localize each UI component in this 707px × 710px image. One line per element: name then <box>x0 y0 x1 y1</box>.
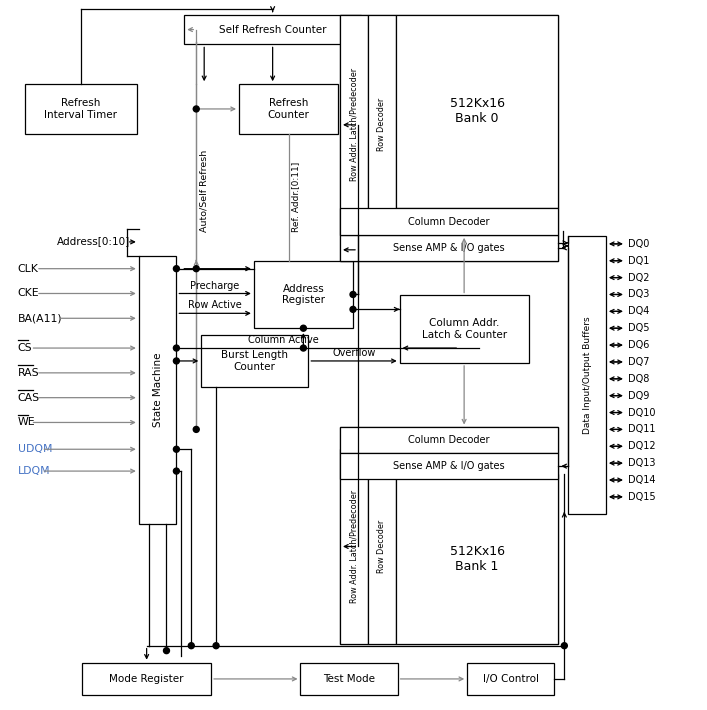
Text: Ref. Addr.[0:11]: Ref. Addr.[0:11] <box>291 162 300 232</box>
Text: Data Input/Output Buffers: Data Input/Output Buffers <box>583 316 592 434</box>
Text: DQ9: DQ9 <box>628 391 649 400</box>
Text: DQ10: DQ10 <box>628 408 655 417</box>
Text: CAS: CAS <box>18 393 40 403</box>
Circle shape <box>350 292 356 297</box>
Text: DQ0: DQ0 <box>628 239 649 249</box>
Bar <box>239 84 338 133</box>
Text: DQ11: DQ11 <box>628 425 655 435</box>
Text: Address[0:10]: Address[0:10] <box>57 236 131 246</box>
Text: DQ12: DQ12 <box>628 442 655 452</box>
Text: LDQM: LDQM <box>18 466 50 476</box>
Circle shape <box>213 643 219 649</box>
Text: DQ7: DQ7 <box>628 357 649 367</box>
Circle shape <box>350 307 356 312</box>
Circle shape <box>173 266 180 272</box>
Bar <box>139 256 177 524</box>
Text: DQ14: DQ14 <box>628 475 655 485</box>
Bar <box>340 208 559 235</box>
Bar <box>568 236 606 514</box>
Text: DQ2: DQ2 <box>628 273 649 283</box>
Text: Refresh
Interval Timer: Refresh Interval Timer <box>44 98 117 120</box>
Text: Mode Register: Mode Register <box>110 674 184 684</box>
Text: Address
Register: Address Register <box>282 284 325 305</box>
Circle shape <box>173 447 180 452</box>
Text: DQ3: DQ3 <box>628 290 649 300</box>
Text: Column Addr.
Latch & Counter: Column Addr. Latch & Counter <box>421 318 507 340</box>
Bar <box>82 662 211 695</box>
Text: I/O Control: I/O Control <box>483 674 539 684</box>
Text: Row Decoder: Row Decoder <box>378 98 386 151</box>
Text: DQ1: DQ1 <box>628 256 649 266</box>
Bar <box>368 15 396 235</box>
Text: UDQM: UDQM <box>18 444 52 454</box>
Circle shape <box>300 345 306 351</box>
Text: Self Refresh Counter: Self Refresh Counter <box>219 25 327 35</box>
Text: DQ13: DQ13 <box>628 458 655 468</box>
Text: CS: CS <box>18 343 33 353</box>
Bar <box>25 84 136 133</box>
Text: Column Active: Column Active <box>247 335 318 345</box>
Bar <box>467 662 554 695</box>
Text: DQ15: DQ15 <box>628 492 655 502</box>
Circle shape <box>193 266 199 272</box>
Circle shape <box>300 325 306 331</box>
Bar <box>340 427 559 453</box>
Bar <box>201 335 308 387</box>
Bar <box>340 15 368 235</box>
Text: Refresh
Counter: Refresh Counter <box>267 98 310 120</box>
Text: WE: WE <box>18 417 35 427</box>
Text: Row Decoder: Row Decoder <box>378 520 386 573</box>
Text: Precharge: Precharge <box>190 280 240 290</box>
Bar <box>368 449 396 644</box>
Circle shape <box>173 468 180 474</box>
Text: DQ8: DQ8 <box>628 373 649 384</box>
Circle shape <box>193 106 199 112</box>
Bar <box>254 261 353 328</box>
Bar <box>396 474 559 644</box>
Text: Row Addr. Latch/Predecoder: Row Addr. Latch/Predecoder <box>349 490 358 603</box>
Text: Row Active: Row Active <box>188 300 242 310</box>
Text: Overflow: Overflow <box>332 348 375 358</box>
Bar <box>399 295 529 363</box>
Text: 512Kx16
Bank 1: 512Kx16 Bank 1 <box>450 545 505 573</box>
Text: State Machine: State Machine <box>153 352 163 427</box>
Circle shape <box>561 643 567 649</box>
Text: Column Decoder: Column Decoder <box>409 435 490 445</box>
Text: CKE: CKE <box>18 288 40 298</box>
Text: Column Decoder: Column Decoder <box>409 217 490 226</box>
Text: BA(A11): BA(A11) <box>18 313 62 323</box>
Text: Test Mode: Test Mode <box>323 674 375 684</box>
Circle shape <box>173 345 180 351</box>
Circle shape <box>193 427 199 432</box>
Circle shape <box>163 648 170 654</box>
Text: Auto/Self Refresh: Auto/Self Refresh <box>199 151 209 232</box>
Bar <box>396 15 559 208</box>
Bar <box>340 235 559 261</box>
Circle shape <box>173 358 180 364</box>
Bar <box>340 449 368 644</box>
Bar <box>300 662 397 695</box>
Text: CLK: CLK <box>18 263 39 273</box>
Bar <box>340 453 559 479</box>
Text: DQ4: DQ4 <box>628 306 649 317</box>
Bar <box>340 15 559 261</box>
Circle shape <box>188 643 194 649</box>
Text: DQ5: DQ5 <box>628 323 649 333</box>
Text: Sense AMP & I/O gates: Sense AMP & I/O gates <box>393 243 505 253</box>
Text: 512Kx16
Bank 0: 512Kx16 Bank 0 <box>450 97 505 126</box>
Bar <box>340 427 559 644</box>
Text: Sense AMP & I/O gates: Sense AMP & I/O gates <box>393 461 505 471</box>
Text: Burst Length
Counter: Burst Length Counter <box>221 350 288 372</box>
Text: RAS: RAS <box>18 368 40 378</box>
Bar <box>185 15 361 45</box>
Text: DQ6: DQ6 <box>628 340 649 350</box>
Text: Row Addr. Latch/Predecoder: Row Addr. Latch/Predecoder <box>349 68 358 181</box>
